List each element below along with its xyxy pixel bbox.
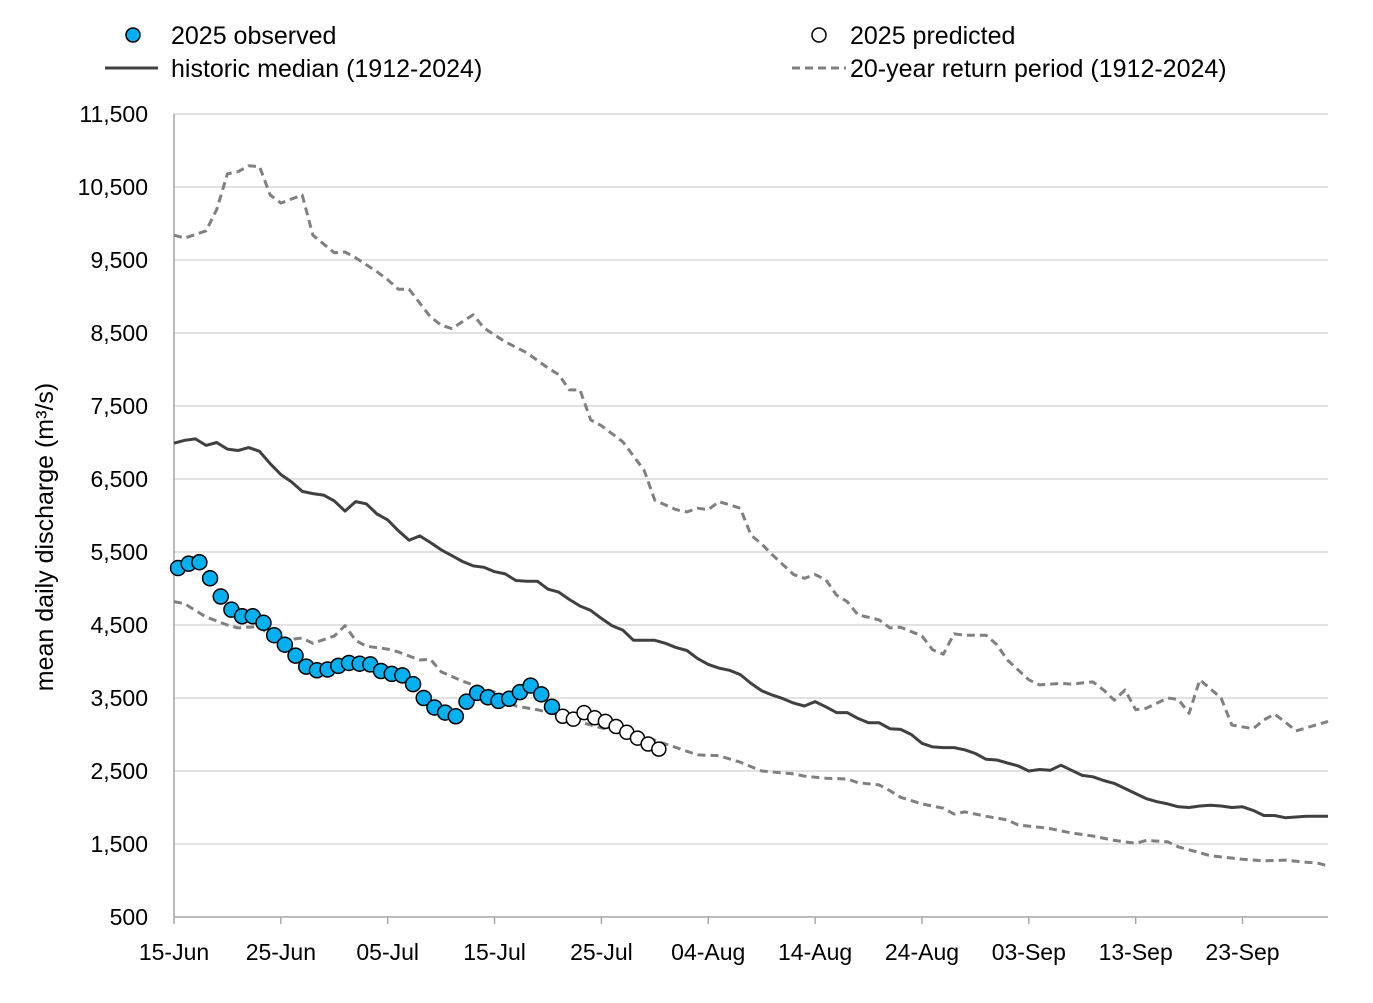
y-axis-ticks: 500 1,500 2,500 3,500 4,500 5,500 6,500 7,500 8,…	[78, 101, 148, 930]
gridlines	[174, 113, 1328, 845]
x-tick-label: 25-Jul	[570, 939, 633, 965]
observed-point	[543, 698, 561, 716]
observed-point	[394, 667, 411, 684]
observed-point	[415, 689, 433, 707]
y-tick-label: 8,500	[90, 320, 148, 346]
legend-median-label: historic median (1912-2024)	[171, 55, 482, 83]
predicted-point	[651, 741, 667, 757]
x-tick-label: 15-Jul	[463, 939, 526, 965]
y-tick-label: 500	[110, 904, 148, 930]
y-tick-label: 7,500	[90, 393, 148, 419]
observed-point	[265, 626, 283, 644]
y-tick-label: 4,500	[90, 612, 148, 638]
y-tick-label: 2,500	[90, 758, 148, 784]
legend-return-period-label: 20-year return period (1912-2024)	[850, 55, 1227, 83]
x-tick-label: 25-Jun	[246, 939, 316, 965]
x-tick-label: 03-Sep	[992, 939, 1066, 965]
x-tick-label: 04-Aug	[671, 939, 745, 965]
observed-point	[404, 675, 422, 693]
legend-item-observed: 2025 observed	[125, 22, 336, 50]
legend-item-return-period: 20-year return period (1912-2024)	[792, 55, 1227, 83]
legend-observed-label: 2025 observed	[171, 22, 336, 50]
y-tick-label: 11,500	[79, 101, 148, 127]
series-points	[169, 553, 667, 757]
historic-median-line	[173, 437, 1328, 820]
x-tick-label: 24-Aug	[885, 939, 959, 965]
legend-observed-marker	[125, 27, 141, 43]
legend-predicted-marker	[811, 27, 827, 43]
x-tick-label: 23-Sep	[1205, 939, 1279, 965]
observed-point	[201, 570, 219, 587]
return-period-lower-line	[173, 600, 1329, 868]
x-axis-ticks: 15-Jun 25-Jun 05-Jul 15-Jul 25-Jul 04-Aug 14-A…	[139, 917, 1280, 965]
y-tick-label: 9,500	[90, 247, 148, 273]
y-tick-label: 3,500	[90, 685, 148, 711]
return-period-upper-line	[173, 164, 1329, 733]
x-tick-label: 05-Jul	[356, 939, 419, 965]
y-tick-label: 5,500	[90, 539, 148, 565]
observed-point	[447, 708, 465, 725]
observed-point	[255, 614, 272, 632]
x-tick-label: 15-Jun	[139, 939, 209, 965]
observed-point	[287, 647, 304, 664]
legend-item-predicted: 2025 predicted	[811, 22, 1015, 50]
series-lines	[173, 164, 1329, 868]
legend-predicted-label: 2025 predicted	[850, 22, 1015, 50]
legend-item-median: historic median (1912-2024)	[105, 55, 482, 83]
observed-point	[458, 693, 475, 710]
observed-point	[212, 588, 229, 605]
observed-point	[191, 553, 208, 571]
y-tick-label: 6,500	[90, 466, 148, 492]
y-tick-label: 10,500	[78, 174, 148, 200]
x-tick-label: 14-Aug	[778, 939, 852, 965]
legend: 2025 observed 2025 predicted historic me…	[105, 22, 1227, 83]
observed-point	[276, 636, 294, 653]
y-axis-label: mean daily discharge (m³/s)	[31, 383, 59, 691]
x-tick-label: 13-Sep	[1099, 939, 1173, 965]
observed-point	[522, 677, 539, 694]
y-tick-label: 1,500	[90, 831, 148, 857]
observed-point	[533, 686, 550, 703]
